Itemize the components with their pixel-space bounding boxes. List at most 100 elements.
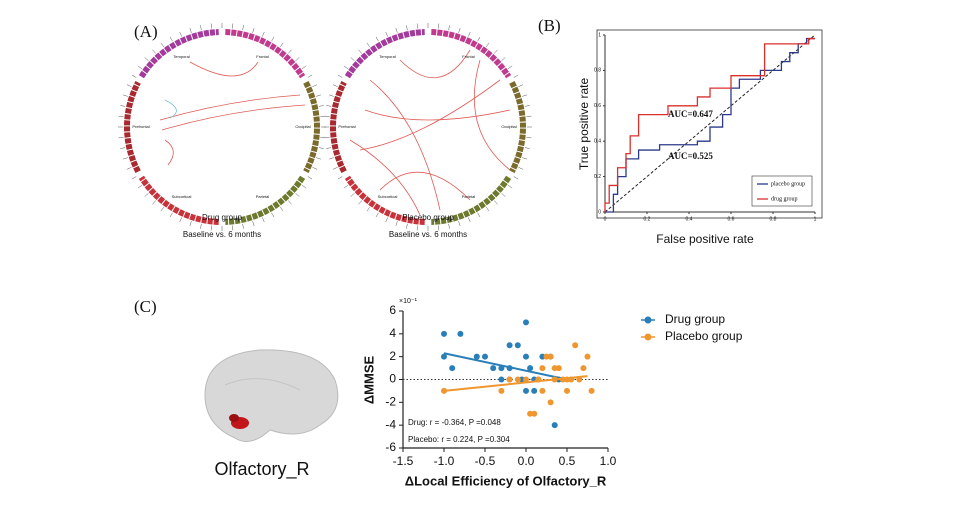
point xyxy=(551,376,558,383)
panel-label: (A) xyxy=(134,22,158,41)
point xyxy=(498,376,505,383)
ring-tick xyxy=(210,225,212,231)
ring-tick xyxy=(494,49,498,54)
ring-tick xyxy=(524,105,530,107)
point xyxy=(482,353,488,360)
point xyxy=(498,387,505,394)
annotation: Placebo: r = 0.224, P =0.304 xyxy=(408,435,510,444)
ring-tick xyxy=(366,42,371,48)
y-tick-label: 4 xyxy=(389,326,396,340)
x-tick-label: 0.4 xyxy=(686,216,693,222)
ring-tick xyxy=(262,217,265,223)
point xyxy=(441,330,447,337)
ring-tick xyxy=(448,25,450,31)
y-tick-label: -6 xyxy=(385,440,396,454)
point xyxy=(514,342,521,349)
point xyxy=(441,353,447,360)
ring-tick xyxy=(118,115,124,117)
ring-tick xyxy=(131,176,137,180)
ring-segment xyxy=(431,175,512,225)
x-tick-label: 0.8 xyxy=(770,216,777,222)
point xyxy=(449,365,456,372)
ring-tick xyxy=(288,200,292,205)
ring-tick xyxy=(279,206,284,212)
ring-tick xyxy=(485,206,490,212)
ring-tick xyxy=(513,74,519,78)
ring-tick xyxy=(295,193,300,197)
ring-tick xyxy=(485,42,490,48)
panel-label: (C) xyxy=(134,297,157,316)
ring-tick xyxy=(312,84,318,87)
ring-tick xyxy=(501,57,506,61)
ring-tick xyxy=(416,225,418,231)
ring-tick xyxy=(337,74,343,78)
point xyxy=(551,365,558,372)
point xyxy=(568,376,575,383)
ring-tick xyxy=(332,84,338,87)
ring-segment xyxy=(225,29,306,79)
ring-tick xyxy=(131,74,137,78)
x-axis-label: ΔLocal Efficiency of Olfactory_R xyxy=(405,473,607,488)
y-axis-label: True positive rate xyxy=(577,78,591,171)
ring-tick xyxy=(358,200,362,205)
point xyxy=(523,319,529,326)
region-label: Frontal xyxy=(462,54,475,59)
point xyxy=(506,376,513,383)
y-tick-label: 0.8 xyxy=(594,68,601,74)
ring-tick xyxy=(524,147,530,149)
ring-tick xyxy=(324,115,330,117)
ring-segment xyxy=(330,80,347,174)
ring-tick xyxy=(448,223,450,229)
point xyxy=(527,410,534,417)
point xyxy=(572,342,579,349)
ring-tick xyxy=(123,94,128,97)
legend-label: placebo group xyxy=(771,181,805,187)
ring-tick xyxy=(395,28,398,33)
point xyxy=(523,376,529,383)
point xyxy=(564,387,570,394)
x-tick-label: 0.5 xyxy=(559,454,576,468)
ring-tick xyxy=(343,184,349,189)
legend-label: drug group xyxy=(771,196,798,202)
point xyxy=(576,376,583,383)
x-tick-label: 1 xyxy=(814,216,817,222)
ring-tick xyxy=(458,28,461,33)
ring-tick xyxy=(200,223,202,229)
ring-tick xyxy=(329,157,334,160)
y-tick-label: 0.2 xyxy=(594,174,601,180)
ring-tick xyxy=(232,23,234,29)
x-tick-label: -1.5 xyxy=(393,454,414,468)
ring-tick xyxy=(406,223,408,229)
point xyxy=(559,376,566,383)
annotation: AUC=0.525 xyxy=(668,151,713,161)
y-tick-label: -4 xyxy=(385,417,396,431)
ring-tick xyxy=(169,212,173,218)
ring-tick xyxy=(262,31,265,37)
ring-tick xyxy=(513,176,519,180)
point xyxy=(523,387,529,394)
ring-segment xyxy=(225,175,306,225)
y-tick-label: -2 xyxy=(385,395,396,409)
ring-tick xyxy=(144,57,149,61)
ring-tick xyxy=(307,74,313,78)
ring-tick xyxy=(332,167,338,170)
ring-tick xyxy=(316,94,321,97)
ring-segment xyxy=(138,29,219,79)
y-tick-label: 2 xyxy=(389,349,396,363)
ring-tick xyxy=(307,176,313,180)
point xyxy=(564,376,570,383)
y-tick-label: 0 xyxy=(598,209,601,215)
ring-tick xyxy=(120,147,126,149)
x-tick-label: 0.0 xyxy=(518,454,535,468)
point xyxy=(539,387,546,394)
region-label: Prefrontal xyxy=(132,124,149,129)
ring-tick xyxy=(494,200,498,205)
ring-tick xyxy=(518,84,524,87)
ring-tick xyxy=(279,42,284,48)
ring-tick xyxy=(126,167,132,170)
chords-left xyxy=(159,61,306,166)
ring-tick xyxy=(126,84,132,87)
ring-tick xyxy=(329,94,334,97)
ring-tick xyxy=(358,49,362,54)
point xyxy=(531,410,538,417)
